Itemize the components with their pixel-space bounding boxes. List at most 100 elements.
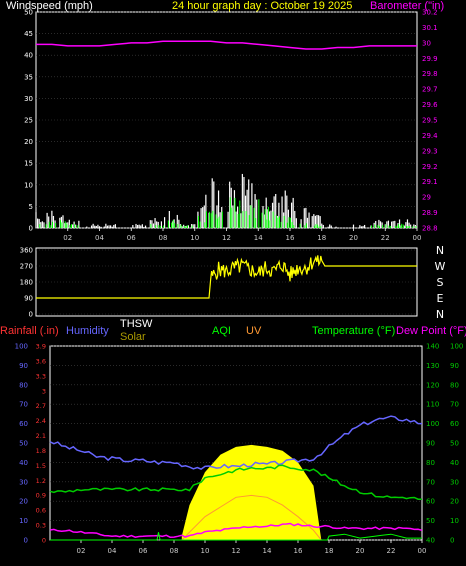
legend-humidity: Humidity: [66, 325, 109, 337]
rain-y-tick: 2.7: [36, 402, 46, 410]
humidity-line: [49, 415, 422, 470]
barometer-y-tick: 29.5: [422, 117, 438, 125]
climate-x-tick: 18: [325, 547, 334, 555]
climate-x-tick: 00: [418, 547, 427, 555]
barometer-y-tick: 29.1: [422, 178, 438, 186]
wind-x-tick: 14: [254, 234, 263, 242]
barometer-y-tick: 30.1: [422, 24, 438, 32]
wind-y-tick: 10: [24, 181, 33, 189]
wind-y-tick: 30: [24, 95, 33, 103]
temperature-y-tick: 110: [426, 401, 439, 409]
humidity-y-axis-ticks: 0 10 20 30 40 50 60 70 80 90 100: [15, 343, 28, 545]
dewpoint-line: [49, 522, 423, 538]
rain-y-tick: 1.5: [36, 462, 46, 470]
wind-y-tick: 5: [29, 203, 33, 211]
barometer-y-tick: 29.8: [422, 70, 438, 78]
rain-y-tick: 2.4: [36, 417, 46, 425]
climate-x-tick: 14: [263, 547, 272, 555]
compass-label: W: [435, 260, 446, 273]
solar-y-tick: 10: [450, 517, 459, 525]
compass-label: N: [436, 244, 444, 257]
barometer-y-tick: 28.8: [422, 225, 438, 233]
climate-x-tick: 12: [232, 547, 241, 555]
wind-y-axis-ticks: 0 5 10 15 20 25 30 35 40 45 50: [24, 9, 33, 233]
barometer-y-tick: 30: [422, 39, 431, 47]
humidity-y-tick: 100: [15, 343, 28, 351]
direction-y-axis-ticks: 0 90 180 270 360: [20, 247, 33, 319]
wind-x-tick: 02: [63, 234, 72, 242]
legend-aqi: AQI: [212, 325, 231, 337]
wind-x-tick: 04: [95, 234, 104, 242]
rain-y-tick: 0.9: [36, 492, 46, 500]
wind-grid: [36, 11, 418, 231]
humidity-y-tick: 30: [19, 478, 28, 486]
barometer-y-axis-ticks: 28.8 28.9 29 29.1 29.2 29.3 29.4 29.5 29.6 29.7 29…: [422, 9, 438, 233]
climate-x-tick: 20: [356, 547, 365, 555]
direction-grid: [36, 249, 417, 315]
climate-panel: 0 0.3 0.6 0.9 1.2 1.5 1.8 2.1 2.4 2.7 3 3.3 3.6 3.9 0…: [15, 343, 464, 556]
temperature-y-tick: 50: [426, 517, 435, 525]
solar-y-tick: 40: [450, 459, 459, 467]
humidity-y-tick: 60: [19, 420, 28, 428]
barometer-y-tick: 29.9: [422, 55, 438, 63]
wind-y-tick: 40: [24, 52, 33, 60]
rain-y-tick: 1.2: [36, 477, 46, 485]
rain-y-tick: 0.3: [36, 522, 46, 530]
aqi-line: [50, 532, 422, 541]
legend-thsw: THSW: [120, 318, 153, 330]
rain-y-tick: 3: [42, 387, 46, 395]
barometer-y-tick: 29.3: [422, 147, 438, 155]
barometer-axis-title: Barometer ("in): [370, 0, 445, 12]
solar-y-tick: 0: [450, 537, 454, 545]
climate-x-tick: 16: [294, 547, 303, 555]
humidity-y-tick: 50: [19, 440, 28, 448]
wind-x-tick: 00: [413, 234, 422, 242]
temperature-y-tick: 100: [426, 420, 439, 428]
chart-title: 24 hour graph day : October 19 2025: [172, 0, 353, 12]
temperature-line: [49, 464, 423, 501]
wind-y-tick: 35: [24, 73, 33, 81]
wind-y-tick: 20: [24, 138, 33, 146]
temperature-y-tick: 90: [426, 440, 435, 448]
wind-y-tick: 50: [24, 9, 33, 17]
solar-y-tick: 60: [450, 420, 459, 428]
wind-y-tick: 15: [24, 160, 33, 168]
temperature-y-tick: 80: [426, 459, 435, 467]
rain-y-axis-ticks: 0 0.3 0.6 0.9 1.2 1.5 1.8 2.1 2.4 2.7 3 3.3 3.6 3.9: [36, 343, 46, 545]
barometer-y-tick: 29.7: [422, 86, 438, 94]
solar-y-tick: 30: [450, 478, 459, 486]
temperature-y-tick: 130: [426, 362, 439, 370]
solar-y-axis-ticks: 0 10 20 30 40 50 60 70 80 90 100: [450, 343, 463, 545]
climate-x-axis-ticks: 02 04 06 08 10 12 14 16 18 20 22 00: [77, 547, 427, 555]
humidity-y-tick: 40: [19, 459, 28, 467]
wind-x-tick: 10: [190, 234, 199, 242]
compass-label: N: [436, 308, 444, 321]
rain-y-tick: 1.8: [36, 447, 46, 455]
wind-x-axis-ticks: 02 04 06 08 10 12 14 16 18 20 22 00: [63, 234, 421, 242]
direction-y-tick: 270: [20, 263, 33, 271]
wind-x-tick: 22: [381, 234, 390, 242]
wind-axis-title: Windspeed (mph): [6, 0, 93, 12]
climate-x-tick: 08: [170, 547, 179, 555]
compass-label: E: [437, 292, 444, 305]
wind-x-tick: 08: [159, 234, 168, 242]
temperature-y-tick: 40: [426, 537, 435, 545]
legend-uv: UV: [246, 325, 262, 337]
legend-dewpoint: Dew Point (°F): [396, 325, 466, 337]
humidity-y-tick: 90: [19, 362, 28, 370]
solar-y-tick: 20: [450, 498, 459, 506]
rain-y-tick: 3.3: [36, 372, 46, 380]
gust-bars: [39, 197, 417, 228]
humidity-y-tick: 70: [19, 401, 28, 409]
humidity-y-tick: 10: [19, 517, 28, 525]
temperature-y-tick: 140: [426, 343, 439, 351]
climate-x-tick: 04: [108, 547, 117, 555]
humidity-y-tick: 0: [24, 537, 28, 545]
wind-bars: [35, 173, 417, 228]
wind-x-tick: 20: [349, 234, 358, 242]
barometer-y-tick: 30.2: [422, 9, 438, 17]
